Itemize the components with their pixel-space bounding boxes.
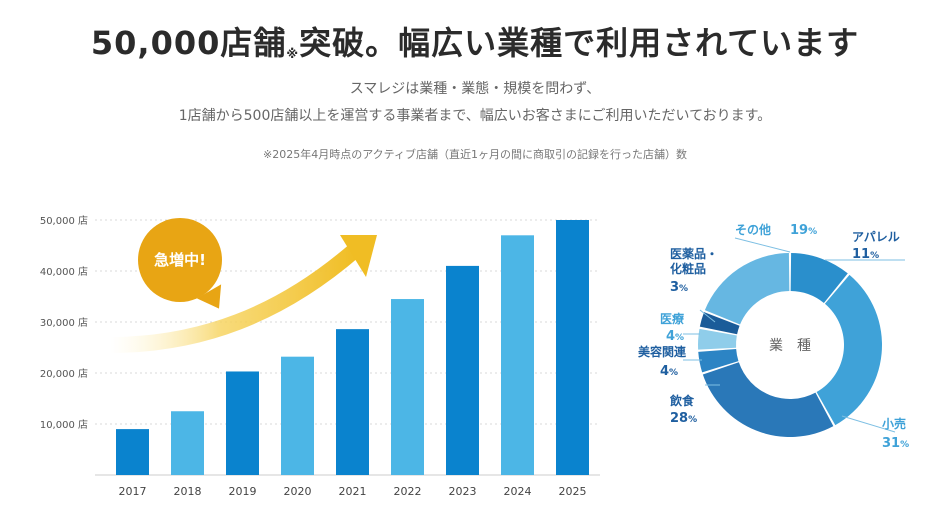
y-tick-label: 50,000 店 <box>40 214 88 227</box>
store-count-bar-chart: 10,000 店 20,000 店 30,000 店 40,000 店 50,000 店… <box>40 214 600 498</box>
slice-percent: 28% <box>670 411 697 426</box>
subtitle-line-1: スマレジは業種・業態・規模を問わず、 <box>349 81 601 97</box>
leader-line <box>699 309 716 323</box>
bar-2018 <box>171 411 204 475</box>
bar-2022 <box>391 299 424 475</box>
x-tick-label: 2023 <box>449 485 477 498</box>
slice-label: 小売 <box>882 416 906 431</box>
slice-percent: 3% <box>670 280 688 295</box>
slice-label: 医薬品・ <box>670 246 718 261</box>
slice-label: 美容関連 <box>638 344 687 359</box>
subtitle-line-2: 1店舗から500店舗以上を運営する事業者まで、幅広いお客さまにご利用いただいてお… <box>178 108 772 124</box>
slice-label: 医療 <box>660 311 684 326</box>
slice-percent: 11% <box>852 247 879 262</box>
x-tick-label: 2019 <box>229 485 257 498</box>
donut-slice <box>702 362 834 437</box>
y-tick-label: 40,000 店 <box>40 265 88 278</box>
slice-label: 化粧品 <box>670 261 706 276</box>
bar-2020 <box>281 356 314 475</box>
slice-percent: 19% <box>790 223 817 238</box>
x-tick-label: 2020 <box>284 485 312 498</box>
growth-arrow-shaft <box>109 243 361 353</box>
bar-2024 <box>501 235 534 475</box>
x-tick-label: 2025 <box>559 485 587 498</box>
bar-2025 <box>556 220 589 475</box>
surging-badge: 急増中! <box>138 218 222 302</box>
title-note-mark: ※ <box>286 47 300 61</box>
x-tick-label: 2022 <box>394 485 422 498</box>
growth-arrow-head <box>340 235 377 277</box>
x-tick-label: 2024 <box>504 485 532 498</box>
donut-slice <box>698 349 739 373</box>
y-tick-label: 30,000 店 <box>40 316 88 329</box>
x-tick-label: 2017 <box>119 485 147 498</box>
bar-2021 <box>336 329 369 475</box>
slice-percent: 4% <box>666 329 684 344</box>
donut-center-label: 業 種 <box>769 338 811 354</box>
y-tick-label: 10,000 店 <box>40 418 88 431</box>
x-tick-label: 2021 <box>339 485 367 498</box>
industry-donut-chart: 業 種アパレル11%小売31%飲食28%美容関連4%医療4%医薬品・化粧品3%そ… <box>638 222 909 451</box>
leader-line <box>734 237 791 253</box>
slice-label: その他 <box>735 222 771 237</box>
slice-percent: 31% <box>882 436 909 451</box>
y-tick-label: 20,000 店 <box>40 367 88 380</box>
donut-slice <box>704 253 790 325</box>
bar-2019 <box>226 371 259 475</box>
bar-2017 <box>116 429 149 475</box>
x-tick-label: 2018 <box>174 485 202 498</box>
page-title: 50,000店舗※突破。幅広い業種で利用されています <box>90 24 860 62</box>
slice-label: アパレル <box>852 230 900 244</box>
donut-slice <box>698 328 737 350</box>
donut-slice <box>790 253 848 303</box>
slice-label: 飲食 <box>669 393 695 408</box>
bar-2023 <box>446 265 479 475</box>
donut-slice <box>816 274 882 426</box>
footnote: ※2025年4月時点のアクティブ店舗（直近1ヶ月の間に商取引の記録を行った店舗）… <box>263 148 687 161</box>
leader-line <box>841 415 896 433</box>
slice-percent: 4% <box>660 364 678 379</box>
